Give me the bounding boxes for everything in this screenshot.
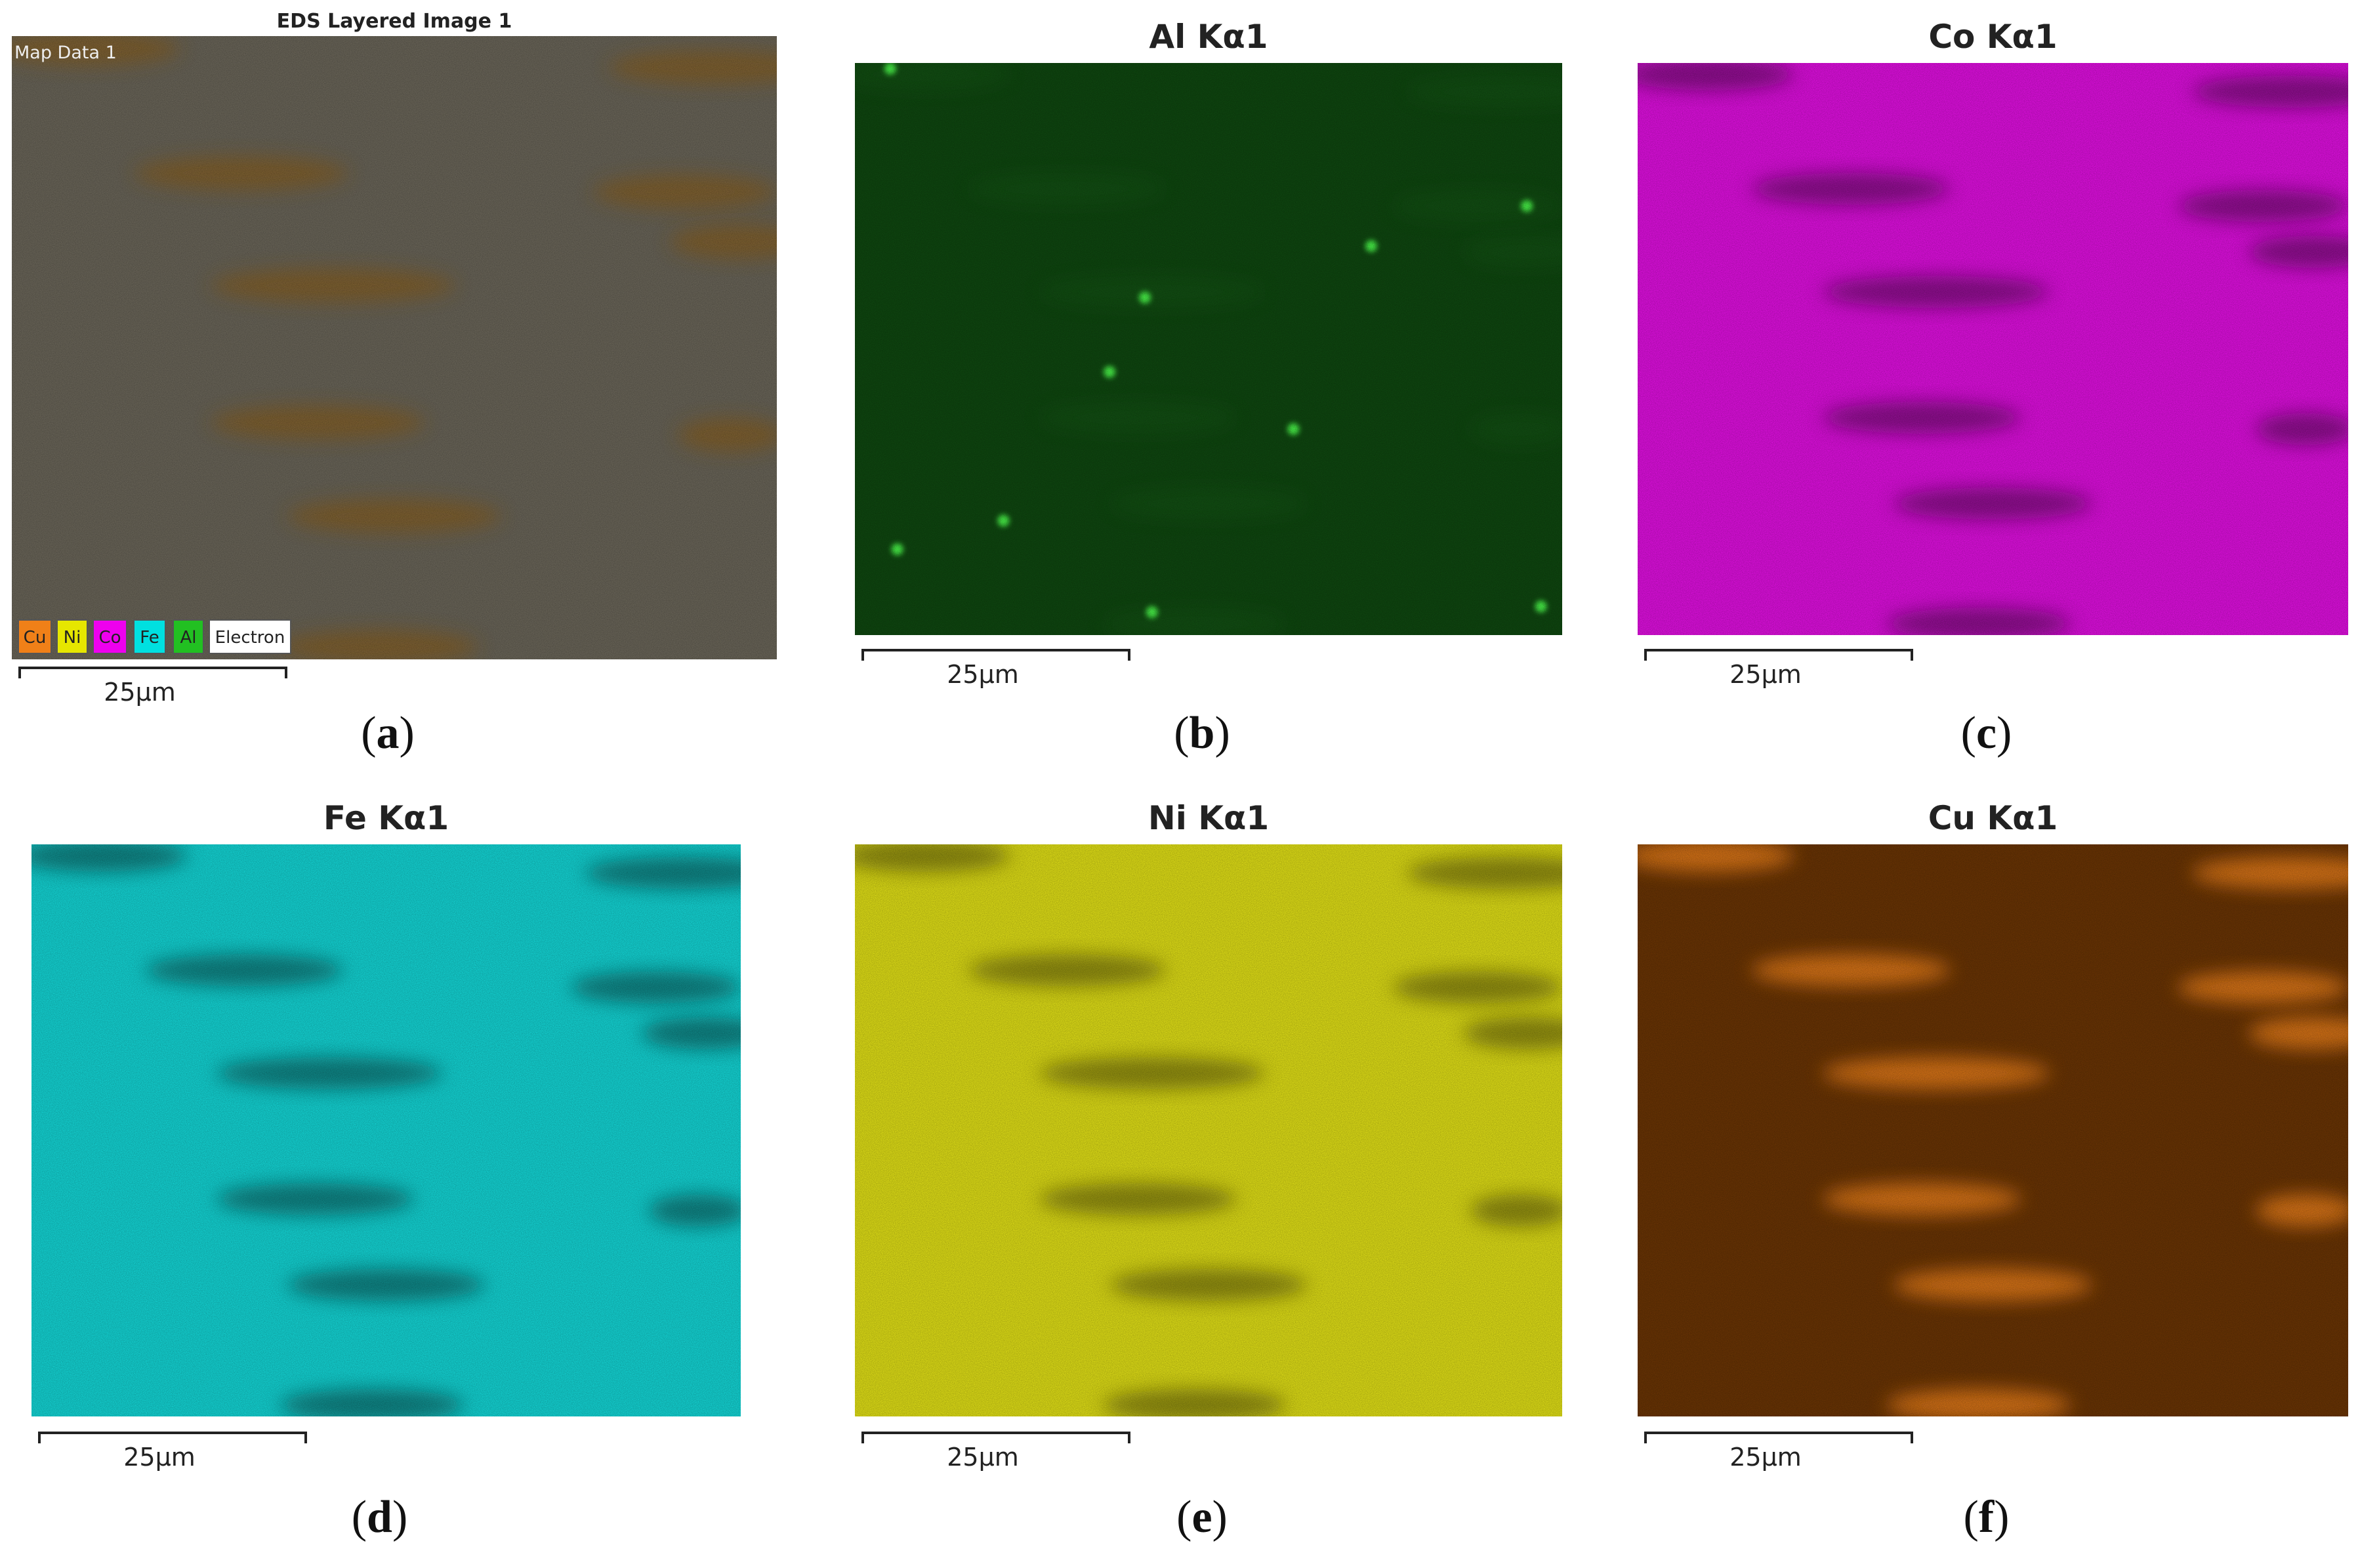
caption-part: ( [1964,1492,1979,1542]
caption-part: f [1979,1492,1995,1542]
legend-chip [18,619,52,654]
panel: Co Kα1 25μm (c) [1638,18,2348,758]
map-label: Map Data 1 [14,43,117,63]
caption-part: ( [1174,708,1189,758]
scale-label: 25μm [104,678,176,707]
scale-label: 25μm [1729,1443,1802,1472]
caption: (e) [1176,1492,1228,1542]
caption: (a) [361,708,415,758]
legend-label: Ni [64,628,81,648]
caption-part: c [1976,708,1997,758]
caption-part: ) [1214,708,1230,758]
panel-title: Ni Kα1 [1148,799,1269,837]
panel-title: Al Kα1 [1149,18,1268,56]
caption-part: ) [1212,1492,1228,1542]
legend-chip [173,619,204,654]
caption: (c) [1961,708,2012,758]
panel: Fe Kα1 25μm (d) [31,799,741,1542]
caption-part: ) [400,708,415,758]
scale-label: 25μm [123,1443,196,1472]
caption-part: ( [1176,1492,1191,1542]
caption-part: ) [392,1492,407,1542]
caption: (f) [1964,1492,2010,1542]
scale-bar [18,667,287,678]
legend-label: Al [180,628,196,648]
scale-bar [861,1432,1130,1443]
caption-part: e [1191,1492,1212,1542]
noise [1638,844,2348,1416]
legend-chip [93,619,127,654]
noise [855,844,1562,1416]
scale-label: 25μm [947,1443,1019,1472]
panel-title: Cu Kα1 [1928,799,2058,837]
noise [12,36,777,659]
caption-part: ( [352,1492,367,1542]
noise [855,63,1562,635]
scale-bar [861,649,1130,661]
caption-part: ( [1961,708,1976,758]
caption: (b) [1174,708,1230,758]
panel: EDS Layered Image 1 25μm (a) Map Data 1 Cu Ni… [12,10,777,758]
scale-bar [1644,1432,1913,1443]
caption-part: a [377,708,400,758]
caption-part: ) [1994,1492,2009,1542]
caption: (d) [352,1492,408,1542]
caption-part: ) [1997,708,2012,758]
panel-title: EDS Layered Image 1 [277,10,512,33]
caption-part: d [367,1492,392,1542]
legend-label: Electron [215,628,285,648]
legend-label: Cu [24,628,47,648]
scale-label: 25μm [1729,660,1802,689]
panel-title: Fe Kα1 [323,799,449,837]
caption-part: b [1190,708,1215,758]
legend-chip [209,619,291,654]
legend-label: Fe [140,628,159,648]
caption-part: ( [361,708,376,758]
panel-title: Co Kα1 [1928,18,2057,56]
panel: Cu Kα1 25μm (f) [1638,799,2348,1542]
legend-chip [133,619,166,654]
legend-chip [56,619,88,654]
noise [1638,63,2348,635]
scale-bar [1644,649,1913,661]
panel: Ni Kα1 25μm (e) [855,799,1562,1542]
scale-bar [38,1432,307,1443]
scale-label: 25μm [947,660,1019,689]
legend-label: Co [98,628,121,648]
noise [31,844,741,1416]
panel: Al Kα1 25μm (b) [855,18,1562,758]
